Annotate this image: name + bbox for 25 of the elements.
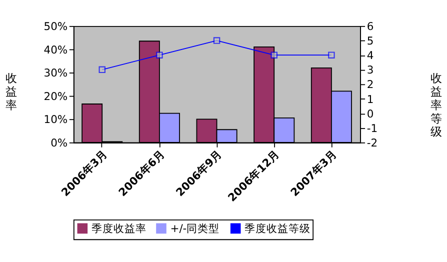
y-axis-title: 收益率 [5,70,18,112]
legend-label: +/-同类型 [170,222,220,236]
legend-label: 季度收益率 [91,222,146,236]
point [328,52,335,58]
point [270,52,278,58]
legend-label: 季度收益等级 [244,222,311,236]
point [213,37,220,44]
y2-tick-label: 1 [366,92,374,106]
point [156,52,163,58]
y-tick-label: 20% [44,90,68,103]
y2-tick-label: 6 [366,20,374,34]
y2-tick-label: 5 [366,34,374,48]
y-tick-label: 50% [44,20,68,34]
y2-tick-label: 3 [366,64,374,77]
y-tick-label: 30% [44,66,68,80]
y2-tick-label: 0 [366,107,374,120]
y2-tick-label: -1 [366,122,378,135]
y2-tick-label: 2 [366,78,374,92]
y2-tick-label: 4 [366,49,374,62]
y2-axis-title: 收益率等级 [430,70,443,139]
y-tick-label: 0% [50,136,68,150]
y-tick-label: 40% [44,43,68,56]
y-tick-label: 10% [44,113,68,126]
point [98,66,106,74]
y2-tick-label: -2 [366,136,378,150]
